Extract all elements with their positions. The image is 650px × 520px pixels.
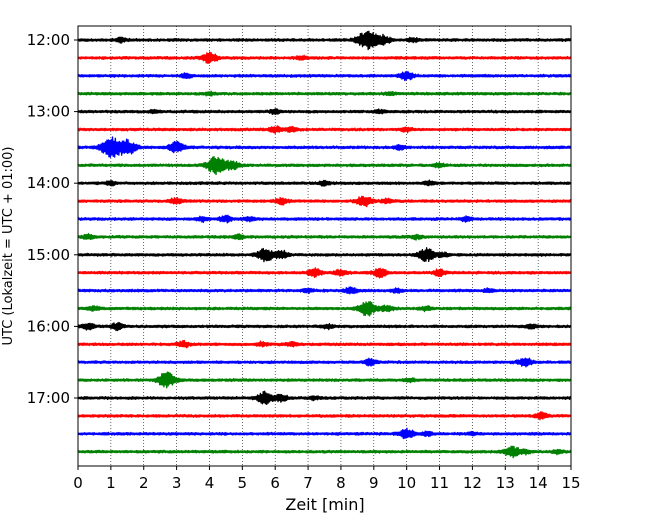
x-tick-label: 1 [106,474,116,492]
trace-1400 [77,179,572,187]
y-tick-label: 17:00 [27,389,70,407]
trace-1515 [77,267,572,279]
x-tick-label: 5 [238,474,248,492]
trace-1730 [77,427,572,440]
y-tick-label: 15:00 [27,246,70,264]
trace-1615 [77,339,572,349]
trace-1715 [77,411,572,421]
x-tick-label: 12 [463,474,482,492]
seismogram-traces [77,30,572,459]
trace-1330 [77,136,572,158]
vertical-gridlines [110,26,539,466]
x-tick-label: 0 [73,474,83,492]
trace-1600 [77,321,572,332]
trace-1315 [77,125,572,135]
x-axis-label: Zeit [min] [285,495,364,514]
y-tick-label: 16:00 [27,317,70,335]
trace-1230 [77,70,572,82]
x-tick-label: 15 [561,474,580,492]
x-tick-label: 9 [369,474,379,492]
x-tick-label: 13 [496,474,515,492]
x-tick-label: 11 [430,474,449,492]
y-axis-label: UTC (Lokalzeit = UTC + 01:00) [1,147,16,346]
x-tick-label: 3 [172,474,182,492]
trace-1700 [77,390,572,406]
trace-1345 [77,155,572,176]
trace-1200 [77,30,572,51]
trace-1215 [77,51,572,64]
trace-1415 [77,195,572,208]
trace-1500 [77,247,572,263]
y-tick-label: 14:00 [27,174,70,192]
y-axis-ticks: 12:00 13:00 14:00 15:00 16:00 17:00 [27,31,78,407]
trace-1645 [77,371,572,389]
x-tick-label: 10 [397,474,416,492]
x-tick-label: 6 [270,474,280,492]
trace-1245 [77,90,572,97]
trace-1300 [77,107,572,116]
x-tick-label: 2 [139,474,149,492]
x-tick-label: 8 [336,474,346,492]
plot-frame [77,25,572,467]
x-tick-label: 4 [205,474,215,492]
trace-1630 [77,357,572,368]
trace-1445 [77,232,572,241]
y-tick-label: 13:00 [27,103,70,121]
trace-1745 [77,445,572,459]
x-axis-ticks: 0 1 2 3 4 5 6 7 8 9 10 11 12 13 14 15 [73,466,581,492]
trace-1545 [77,301,572,317]
x-tick-label: 14 [529,474,548,492]
trace-1430 [77,214,572,224]
x-tick-label: 7 [303,474,313,492]
trace-1530 [77,286,572,295]
y-tick-label: 12:00 [27,31,70,49]
